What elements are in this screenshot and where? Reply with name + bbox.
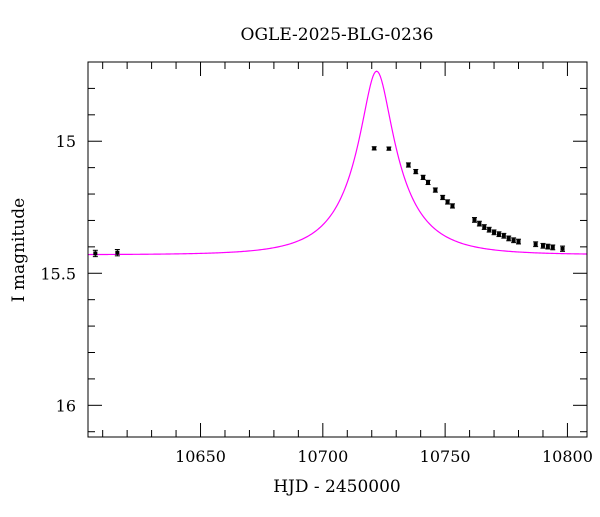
point-marker — [450, 203, 455, 208]
data-point — [371, 146, 377, 151]
data-point — [445, 199, 451, 205]
data-point — [496, 231, 502, 238]
y-tick-label: 16 — [56, 396, 76, 415]
data-point — [440, 194, 446, 201]
point-marker — [115, 250, 120, 255]
data-points-layer — [92, 146, 566, 258]
data-point — [481, 224, 487, 230]
x-tick-label: 10650 — [175, 447, 226, 466]
data-point — [476, 220, 482, 227]
point-marker — [445, 199, 450, 204]
data-point — [420, 174, 426, 181]
data-point — [506, 235, 512, 242]
data-point — [550, 244, 556, 251]
point-marker — [482, 225, 487, 230]
point-marker — [433, 188, 438, 193]
point-marker — [386, 146, 391, 151]
point-marker — [413, 169, 418, 174]
data-point — [501, 232, 507, 239]
point-marker — [501, 233, 506, 238]
point-marker — [472, 217, 477, 222]
data-point — [511, 237, 517, 244]
data-point — [471, 217, 477, 223]
axes: 10650 10700 10750 10800 15 15.5 16 — [40, 61, 593, 466]
y-tick-label: 15.5 — [40, 264, 76, 283]
point-marker — [477, 221, 482, 226]
data-point — [533, 241, 539, 248]
point-marker — [533, 242, 538, 247]
point-marker — [560, 246, 565, 251]
chart-title: OGLE-2025-BLG-0236 — [241, 25, 434, 45]
data-point — [405, 162, 411, 168]
point-marker — [545, 244, 550, 249]
data-point — [413, 168, 419, 175]
data-point — [114, 249, 120, 257]
data-point — [560, 245, 566, 252]
y-axis-label: I magnitude — [9, 198, 29, 302]
point-marker — [550, 245, 555, 250]
x-axis-label: HJD - 2450000 — [273, 477, 401, 497]
point-marker — [426, 180, 431, 185]
y-tick-label: 15 — [56, 132, 76, 151]
point-marker — [511, 238, 516, 243]
x-tick-label: 10750 — [420, 447, 471, 466]
data-point — [491, 229, 497, 236]
point-marker — [440, 195, 445, 200]
point-marker — [406, 162, 411, 167]
data-point — [486, 226, 492, 233]
point-marker — [540, 243, 545, 248]
point-marker — [506, 236, 511, 241]
data-point — [386, 146, 392, 151]
x-tick-label: 10700 — [297, 447, 348, 466]
data-point — [92, 249, 98, 258]
model-curve-layer — [88, 70, 588, 256]
point-marker — [487, 227, 492, 232]
data-point — [449, 203, 455, 209]
point-marker — [421, 175, 426, 180]
data-point — [432, 187, 438, 193]
x-tick-label: 10800 — [542, 447, 593, 466]
model-curve — [88, 70, 588, 256]
data-point — [540, 242, 546, 249]
data-point — [516, 238, 522, 245]
data-point — [545, 243, 551, 250]
plot-frame — [87, 61, 588, 438]
point-marker — [93, 251, 98, 256]
point-marker — [516, 239, 521, 244]
data-point — [425, 179, 431, 186]
point-marker — [492, 230, 497, 235]
point-marker — [496, 232, 501, 237]
point-marker — [372, 146, 377, 151]
